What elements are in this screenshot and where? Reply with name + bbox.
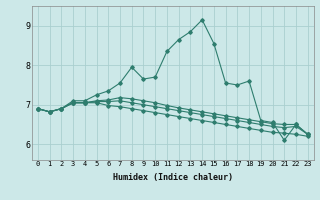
- X-axis label: Humidex (Indice chaleur): Humidex (Indice chaleur): [113, 173, 233, 182]
